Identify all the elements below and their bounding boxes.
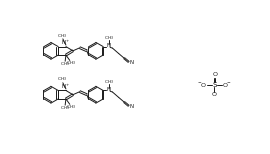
Text: N: N — [107, 43, 111, 48]
Text: CH$_3$: CH$_3$ — [66, 104, 76, 111]
Text: N: N — [107, 87, 111, 92]
Text: N$^+$: N$^+$ — [61, 82, 71, 91]
Text: S: S — [212, 82, 217, 88]
Text: O: O — [212, 72, 217, 77]
Text: O: O — [212, 92, 217, 97]
Text: CH$_3$: CH$_3$ — [103, 34, 114, 42]
Text: CH$_3$: CH$_3$ — [57, 32, 67, 40]
Text: $^{-}$O: $^{-}$O — [197, 81, 207, 89]
Text: CH$_3$: CH$_3$ — [66, 60, 76, 67]
Text: CH$_3$: CH$_3$ — [57, 76, 67, 83]
Text: N: N — [130, 104, 134, 109]
Text: CH$_3$: CH$_3$ — [60, 61, 70, 68]
Text: CH$_3$: CH$_3$ — [60, 104, 70, 112]
Text: N: N — [130, 60, 134, 65]
Text: CH$_3$: CH$_3$ — [103, 78, 114, 86]
Text: O$^{-}$: O$^{-}$ — [222, 81, 232, 89]
Text: N$^+$: N$^+$ — [61, 38, 71, 47]
